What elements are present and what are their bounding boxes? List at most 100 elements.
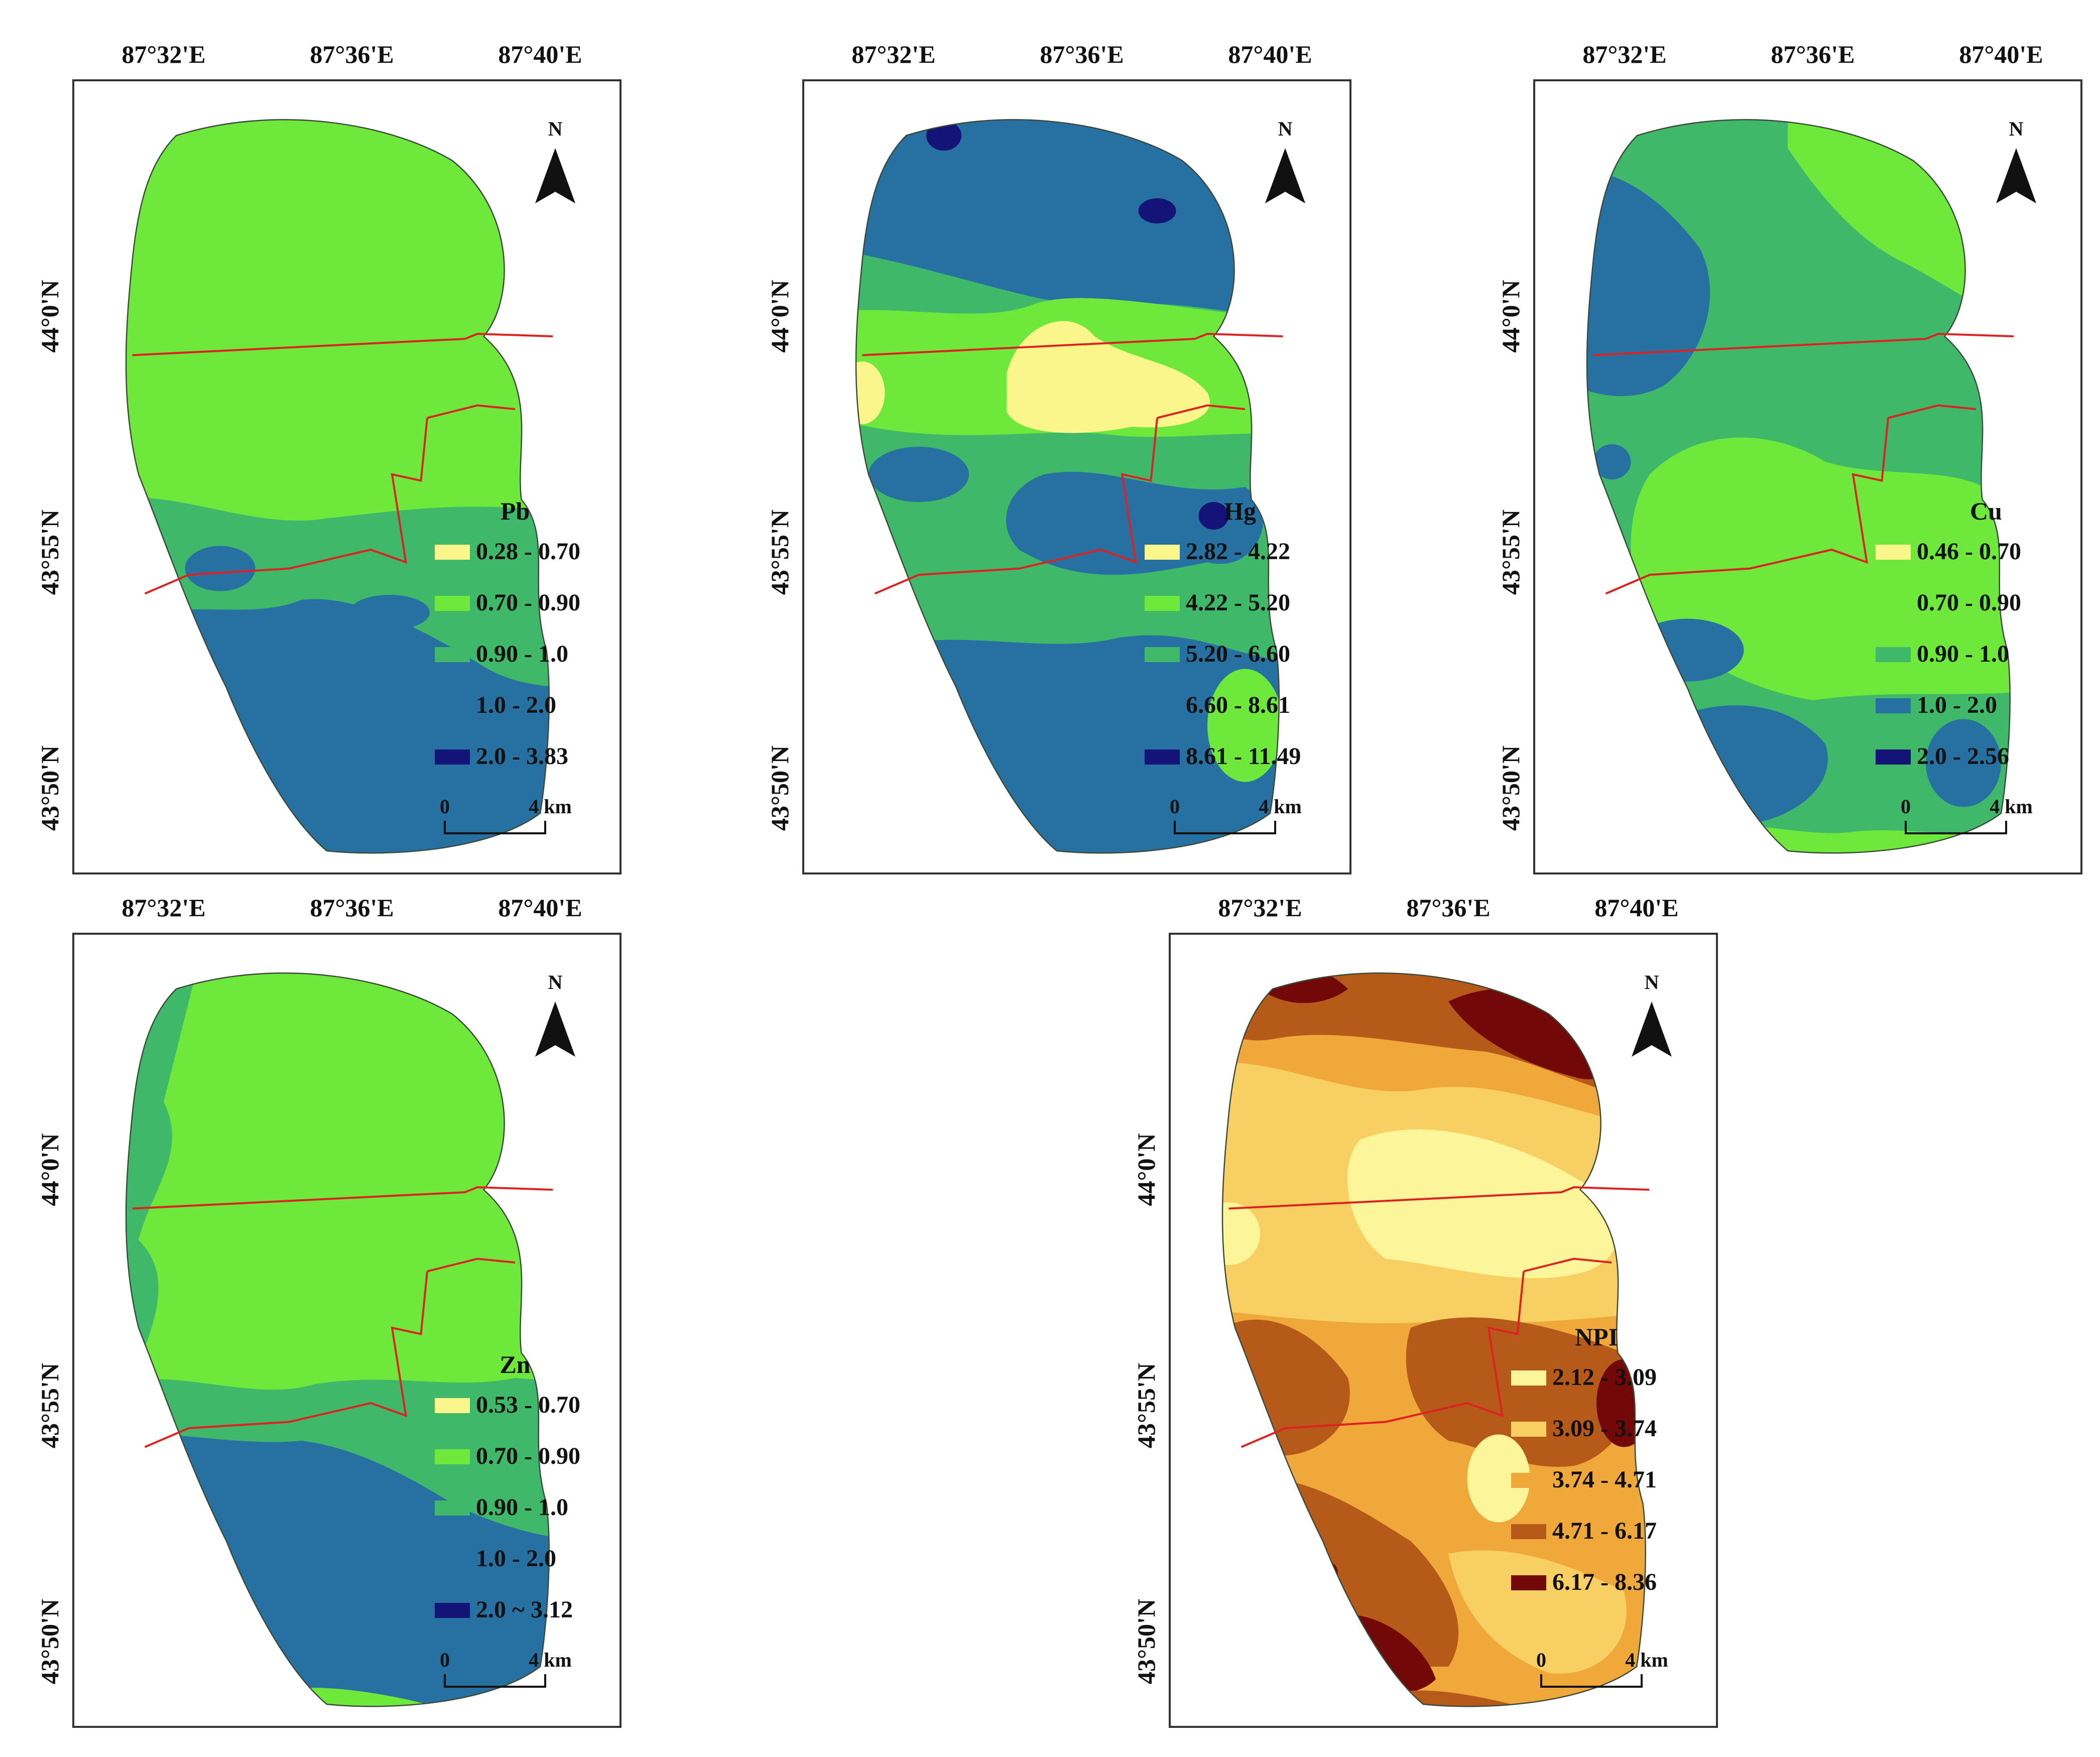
legend-entry: 0.90 - 1.0 <box>435 1494 568 1521</box>
legend-label: 1.0 - 2.0 <box>476 1545 556 1572</box>
legend-label: 1.0 - 2.0 <box>476 692 556 718</box>
legend-label: 0.70 - 0.90 <box>476 1443 580 1469</box>
class-area <box>1138 198 1176 223</box>
lon-tick-label: 87°32'E <box>851 40 935 68</box>
legend-label: 2.0 ~ 3.12 <box>476 1596 573 1623</box>
scale-line <box>444 821 546 834</box>
lat-tick-label: 43°55'N <box>36 1363 64 1448</box>
legend: NPI 2.12 - 3.09 3.09 - 3.74 3.74 - 4.71 … <box>1511 1323 1657 1595</box>
legend-entry: 0.70 - 0.90 <box>1876 589 2021 616</box>
scale-bar: 0 4 km <box>440 1649 572 1688</box>
scale-line <box>1174 821 1276 834</box>
legend-swatch <box>435 1398 470 1413</box>
scale-start-label: 0 <box>1170 795 1180 818</box>
lon-tick-label: 87°32'E <box>1582 40 1666 68</box>
lat-tick-label: 43°55'N <box>36 510 64 595</box>
class-area <box>1260 973 1348 1003</box>
lon-tick-label: 87°32'E <box>121 40 205 68</box>
legend-entry: 2.0 ~ 3.12 <box>435 1596 573 1623</box>
boundary-line <box>862 332 1283 595</box>
class-area <box>1222 1202 1260 1265</box>
class-area <box>1398 1690 1561 1707</box>
lon-tick-label: 87°40'E <box>1594 894 1678 922</box>
lon-tick-label: 87°40'E <box>498 40 582 68</box>
legend-entry: 2.12 - 3.09 <box>1511 1364 1657 1391</box>
legend-title: Pb <box>501 497 530 525</box>
legend-swatch <box>1145 545 1180 560</box>
legend-swatch <box>1511 1473 1546 1488</box>
north-arrow-icon <box>1632 1001 1672 1057</box>
legend-entry: 1.0 - 2.0 <box>1876 692 1997 718</box>
lat-tick-label: 43°50'N <box>36 745 64 831</box>
scale-end-label: 4 km <box>529 795 572 818</box>
lat-tick-label: 43°50'N <box>1497 745 1525 831</box>
scale-line <box>1540 1674 1643 1688</box>
class-area <box>1406 1317 1634 1467</box>
lat-tick-label: 44°0'N <box>766 280 794 353</box>
legend-entry: 2.82 - 4.22 <box>1145 538 1290 565</box>
legend-label: 2.12 - 3.09 <box>1552 1364 1657 1391</box>
north-label: N <box>548 971 563 993</box>
legend-label: 0.28 - 0.70 <box>476 538 580 565</box>
legend: Zn 0.53 - 0.70 0.70 - 0.90 0.90 - 1.0 1.… <box>435 1350 580 1623</box>
legend-label: 8.61 - 11.49 <box>1186 743 1301 770</box>
legend-swatch <box>435 1500 470 1516</box>
legend-entry: 0.70 - 0.90 <box>435 589 580 616</box>
legend-swatch <box>1145 647 1180 662</box>
legend-title: Cu <box>1970 497 2002 525</box>
panel-pb: N Pb 0.28 - 0.70 0.70 - 0.90 0.90 - 1.0 … <box>36 40 622 874</box>
lat-tick-label: 43°55'N <box>1132 1363 1160 1448</box>
legend-swatch <box>1876 749 1911 765</box>
legend-entry: 0.70 - 0.90 <box>435 1443 580 1469</box>
legend-label: 6.17 - 8.36 <box>1552 1569 1657 1595</box>
scale-line <box>1905 821 2007 834</box>
legend-title: Hg <box>1224 497 1256 525</box>
scale-end-label: 4 km <box>529 1649 572 1671</box>
legend-label: 0.46 - 0.70 <box>1917 538 2021 565</box>
legend-label: 4.71 - 6.17 <box>1552 1518 1657 1544</box>
legend: Hg 2.82 - 4.22 4.22 - 5.20 5.20 - 6.60 6… <box>1145 497 1301 770</box>
lon-tick-label: 87°36'E <box>310 894 394 922</box>
lat-tick-label: 44°0'N <box>1497 280 1525 353</box>
north-arrow-icon <box>535 1001 575 1057</box>
legend-swatch <box>435 1552 470 1567</box>
legend-entry: 0.46 - 0.70 <box>1876 538 2021 565</box>
class-area <box>869 447 969 502</box>
lat-tick-label: 44°0'N <box>36 280 64 353</box>
legend: Pb 0.28 - 0.70 0.70 - 0.90 0.90 - 1.0 1.… <box>435 497 580 770</box>
legend-entry: 8.61 - 11.49 <box>1145 743 1301 770</box>
legend-swatch <box>1876 545 1911 560</box>
class-area <box>1926 719 2001 807</box>
legend-entry: 3.09 - 3.74 <box>1511 1415 1657 1442</box>
north-label: N <box>1645 971 1659 993</box>
legend-swatch <box>435 749 470 765</box>
boundary-line <box>1593 332 2014 595</box>
legend-entry: 3.74 - 4.71 <box>1511 1466 1657 1493</box>
legend-swatch <box>435 596 470 611</box>
legend-entry: 0.53 - 0.70 <box>435 1392 580 1418</box>
lon-tick-label: 87°32'E <box>121 894 205 922</box>
legend-entry: 5.20 - 6.60 <box>1145 641 1290 667</box>
legend-label: 0.90 - 1.0 <box>476 641 568 667</box>
legend-swatch <box>435 545 470 560</box>
lon-tick-label: 87°36'E <box>1771 40 1855 68</box>
scale-end-label: 4 km <box>1625 1649 1668 1671</box>
scale-end-label: 4 km <box>1259 795 1302 818</box>
class-area <box>1631 437 2010 700</box>
legend: Cu 0.46 - 0.70 0.70 - 0.90 0.90 - 1.0 1.… <box>1876 497 2021 770</box>
class-area <box>1587 171 1710 396</box>
panel-npi: N NPI 2.12 - 3.09 3.09 - 3.74 3.74 - 4.7… <box>1132 894 1718 1728</box>
legend-swatch <box>1511 1524 1546 1539</box>
lon-tick-label: 87°36'E <box>310 40 394 68</box>
legend-swatch <box>1876 698 1911 713</box>
scale-bar: 0 4 km <box>1901 795 2033 834</box>
class-area <box>1347 1129 1619 1279</box>
legend-label: 0.70 - 0.90 <box>1917 589 2021 616</box>
legend-label: 2.0 - 2.56 <box>1917 743 2009 770</box>
class-area <box>185 546 256 591</box>
class-area <box>126 973 201 1365</box>
north-arrow-icon <box>1996 148 2036 203</box>
north-arrow: N <box>1632 971 1672 1057</box>
north-arrow-icon <box>535 148 575 203</box>
class-area <box>1593 444 1631 479</box>
